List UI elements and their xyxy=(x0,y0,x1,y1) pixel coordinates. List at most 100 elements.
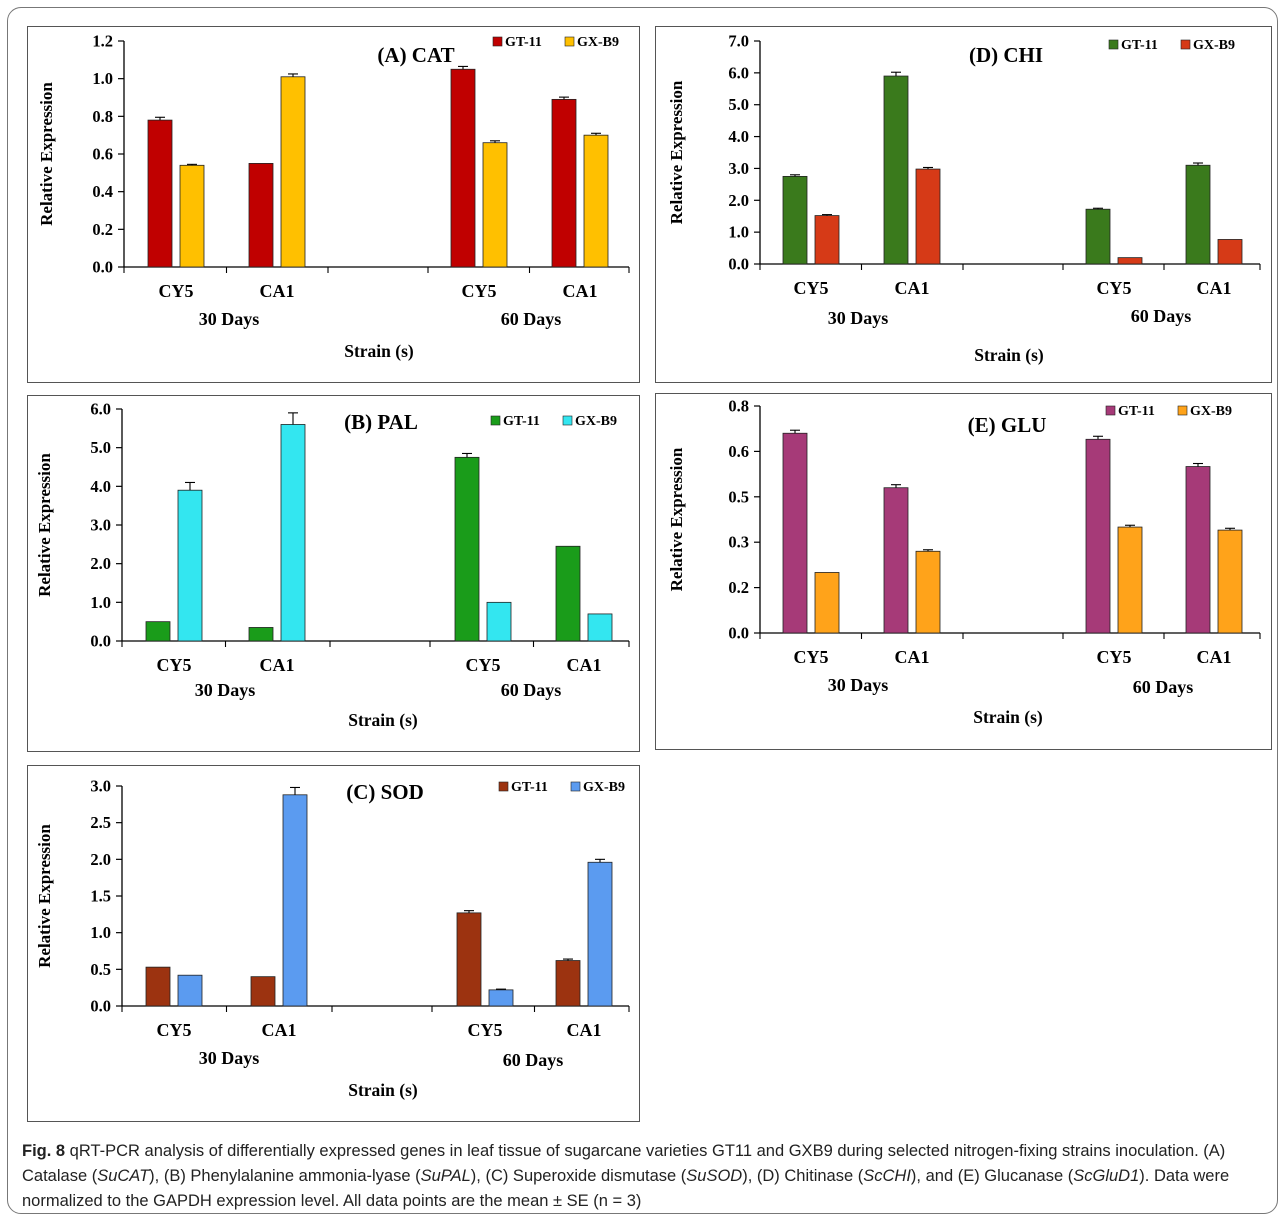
bar-gt-11-cy5 xyxy=(782,175,808,265)
x-category-label: CY5 xyxy=(794,647,829,667)
panel-cat-chart: 0.0 0.2 0.4 0.6 0.8 1.0 1.2 CY5 CA1 CY5 CA1 30 Days… xyxy=(27,26,640,383)
legend-swatch xyxy=(562,415,573,426)
legend-swatch xyxy=(490,415,501,426)
y-tick-label: 1.2 xyxy=(92,32,113,51)
panel-sod-chart: 0.0 0.5 1.0 1.5 2.0 2.5 3.0 CY5 CA1 CY5 CA1 30 Days… xyxy=(27,765,640,1122)
x-axis-label: Strain (s) xyxy=(348,710,418,730)
bar-gx-b9-ca1 xyxy=(915,168,941,265)
bar-gx-b9-cy5 xyxy=(486,601,512,642)
x-category-label: CY5 xyxy=(1097,647,1132,667)
caption-segment: ), and (E) Glucanase ( xyxy=(910,1167,1074,1185)
x-category-label: CA1 xyxy=(567,1020,602,1040)
bar-gt-11-cy5 xyxy=(456,912,482,1007)
legend-entry: GX-B9 xyxy=(575,414,617,429)
legend-entry: GX-B9 xyxy=(1193,38,1235,53)
legend-swatch xyxy=(570,781,581,792)
y-tick-label: 1.0 xyxy=(92,69,113,88)
caption-segment: SuCAT xyxy=(97,1167,150,1185)
x-group-label: 30 Days xyxy=(199,1048,260,1068)
bar-gx-b9-cy5 xyxy=(177,974,203,1007)
bar-gt-11-ca1 xyxy=(883,487,909,634)
x-category-label: CA1 xyxy=(1197,278,1232,298)
y-tick-label: 1.0 xyxy=(728,223,749,242)
x-category-label: CA1 xyxy=(1197,647,1232,667)
chart-D-svg: 0.0 1.0 2.0 3.0 4.0 5.0 6.0 7.0 CY5 CA1 CY5 CA1 30 D… xyxy=(667,32,1261,365)
legend-entry: GX-B9 xyxy=(577,35,619,50)
x-axis-label: Strain (s) xyxy=(974,345,1044,365)
y-tick-label: 0.4 xyxy=(92,182,113,201)
bar-gx-b9-ca1 xyxy=(280,76,306,268)
y-axis-label: Relative Expression xyxy=(667,447,686,591)
caption-segment: ), (C) Superoxide dismutase ( xyxy=(470,1167,687,1185)
x-group-label: 60 Days xyxy=(501,680,562,700)
legend-entry: GT-11 xyxy=(505,35,542,50)
x-group-label: 30 Days xyxy=(199,309,260,329)
caption-segment: ), (D) Chitinase ( xyxy=(742,1167,864,1185)
x-category-label: CA1 xyxy=(563,281,598,301)
bar-gx-b9-cy5 xyxy=(488,989,514,1007)
y-tick-label: 3.0 xyxy=(728,159,749,178)
y-tick-label: 1.0 xyxy=(90,593,111,612)
legend-entry: GT-11 xyxy=(1118,404,1155,419)
bar-gx-b9-cy5 xyxy=(814,572,840,634)
bar-gt-11-ca1 xyxy=(555,545,581,642)
bar-gt-11-cy5 xyxy=(782,432,808,634)
x-category-label: CY5 xyxy=(794,278,829,298)
bar-gt-11-cy5 xyxy=(147,119,173,268)
x-category-label: CA1 xyxy=(262,1020,297,1040)
y-tick-label: 4.0 xyxy=(728,127,749,146)
bar-gt-11-ca1 xyxy=(248,627,274,642)
legend-swatch xyxy=(1177,405,1188,416)
y-tick-label: 2.0 xyxy=(90,850,111,869)
bar-gt-11-cy5 xyxy=(1085,438,1111,634)
legend-swatch xyxy=(498,781,509,792)
caption-segment: qRT-PCR analysis of differentially expre… xyxy=(22,1142,1226,1185)
x-axis-label: Strain (s) xyxy=(344,341,414,361)
x-category-label: CY5 xyxy=(468,1020,503,1040)
y-tick-label: 0.0 xyxy=(728,255,749,274)
x-category-label: CY5 xyxy=(157,1020,192,1040)
caption-text: qRT-PCR analysis of differentially expre… xyxy=(22,1142,1229,1210)
bar-gt-11-cy5 xyxy=(145,966,171,1007)
panel-glu-chart: 0.0 0.2 0.3 0.5 0.6 0.8 CY5 CA1 CY5 CA1 30 Days 60 … xyxy=(655,393,1272,750)
x-group-label: 60 Days xyxy=(501,309,562,329)
chart-E-svg: 0.0 0.2 0.3 0.5 0.6 0.8 CY5 CA1 CY5 CA1 30 Days 60 … xyxy=(667,397,1261,727)
bar-gx-b9-cy5 xyxy=(1117,526,1143,634)
bar-gx-b9-cy5 xyxy=(177,489,203,642)
bar-gt-11-ca1 xyxy=(555,960,581,1007)
y-tick-label: 0.6 xyxy=(728,442,749,461)
x-group-label: 30 Days xyxy=(828,308,889,328)
y-tick-label: 7.0 xyxy=(728,32,749,51)
chart-title: (C) SOD xyxy=(346,780,424,804)
y-tick-label: 0.2 xyxy=(92,220,113,239)
legend-entry: GX-B9 xyxy=(1190,404,1232,419)
y-tick-label: 0.6 xyxy=(92,145,113,164)
bar-gx-b9-ca1 xyxy=(1217,529,1243,634)
x-category-label: CA1 xyxy=(260,281,295,301)
x-axis-label: Strain (s) xyxy=(973,707,1043,727)
bar-gx-b9-cy5 xyxy=(1117,257,1143,265)
y-tick-label: 2.0 xyxy=(90,554,111,573)
legend-swatch xyxy=(1180,39,1191,50)
bar-gt-11-cy5 xyxy=(145,621,171,642)
panel-pal-chart: 0.0 1.0 2.0 3.0 4.0 5.0 6.0 CY5 CA1 CY5 CA1 30 Days… xyxy=(27,395,640,752)
y-tick-label: 5.0 xyxy=(728,95,749,114)
bar-gt-11-cy5 xyxy=(454,456,480,642)
y-tick-label: 0.5 xyxy=(90,960,111,979)
bar-gt-11-ca1 xyxy=(248,163,274,268)
y-tick-label: 2.5 xyxy=(90,813,111,832)
legend-entry: GX-B9 xyxy=(583,780,625,795)
x-category-label: CY5 xyxy=(462,281,497,301)
legend-entry: GT-11 xyxy=(511,780,548,795)
bar-gt-11-ca1 xyxy=(883,75,909,265)
x-category-label: CA1 xyxy=(895,647,930,667)
legend-swatch xyxy=(1108,39,1119,50)
bar-gt-11-ca1 xyxy=(250,976,276,1007)
bar-gx-b9-cy5 xyxy=(814,215,840,265)
y-axis-label: Relative Expression xyxy=(35,453,54,597)
y-tick-label: 3.0 xyxy=(90,516,111,535)
legend-entry: GT-11 xyxy=(503,414,540,429)
bar-gx-b9-ca1 xyxy=(587,613,613,642)
bar-gt-11-ca1 xyxy=(551,98,577,268)
